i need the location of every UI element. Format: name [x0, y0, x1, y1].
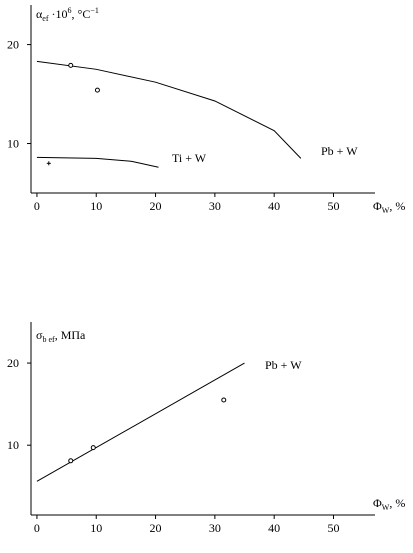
top-x-tick-label: 20: [150, 199, 162, 213]
x-label-unit: , %: [389, 496, 405, 510]
y-label-unit: , °C: [72, 7, 91, 21]
bottom-x-tick-label: 50: [327, 521, 339, 535]
top-y-axis-label: αef ·106, °C−1: [36, 6, 99, 23]
top-x-axis-label: ΦW, %: [373, 199, 405, 215]
bottom-series-pb-w-line: [36, 362, 245, 482]
bottom-x-tick-label: 20: [150, 521, 162, 535]
x-label-subscript: W: [382, 206, 390, 215]
bottom-x-axis-label: ΦW, %: [373, 496, 405, 512]
x-label-subscript: W: [382, 503, 390, 512]
chart-strength: 0 10 20 30 40 50 10 20 σb ef, МПа ΦW, % Pb + W: [7, 322, 405, 535]
y-label-multiplier: ·10: [49, 7, 68, 21]
bottom-series-pb-w-label: Pb + W: [265, 358, 302, 372]
y-label-symbol: σ: [36, 328, 43, 342]
bottom-series-pb-w-point: [90, 445, 96, 451]
bottom-x-tick-label: 10: [90, 521, 102, 535]
bottom-x-tick-label: 0: [34, 521, 40, 535]
chart-thermal-expansion: 0 10 20 30 40 50 10 20 αef ·106, °C−1 ΦW, % Pb + W…: [7, 5, 405, 215]
top-x-tick-label: 50: [327, 199, 339, 213]
top-series-pb-w-point: [68, 62, 74, 68]
top-series-ti-w-label: Ti + W: [172, 151, 207, 165]
y-label-subscript: b ef: [42, 335, 55, 344]
top-series-pb-w-line: [36, 60, 302, 159]
y-label-unit-superscript: −1: [90, 6, 99, 15]
bottom-x-tick-label: 30: [209, 521, 221, 535]
bottom-y-axis-label: σb ef, МПа: [36, 328, 86, 344]
y-label-subscript: ef: [42, 14, 49, 23]
y-label-symbol: α: [36, 7, 43, 21]
top-x-tick-label: 10: [90, 199, 102, 213]
top-y-tick-label: 20: [7, 38, 19, 52]
bottom-series-pb-w-point: [68, 458, 74, 464]
top-x-tick-label: 30: [209, 199, 221, 213]
bottom-x-tick-label: 40: [268, 521, 280, 535]
bottom-y-tick-label: 20: [7, 356, 19, 370]
x-label-symbol: Φ: [373, 199, 382, 213]
top-series-pb-w-label: Pb + W: [321, 144, 358, 158]
y-label-superscript: 6: [68, 6, 72, 15]
top-x-tick-label: 0: [34, 199, 40, 213]
top-series-pb-w-point: [94, 87, 100, 93]
top-x-tick-label: 40: [268, 199, 280, 213]
top-y-tick-label: 10: [7, 137, 19, 151]
bottom-series-pb-w-point: [221, 397, 227, 403]
top-series-ti-w-line: [36, 156, 159, 168]
y-label-unit: , МПа: [55, 328, 86, 342]
x-label-unit: , %: [389, 199, 405, 213]
bottom-y-tick-label: 10: [7, 438, 19, 452]
x-label-symbol: Φ: [373, 496, 382, 510]
